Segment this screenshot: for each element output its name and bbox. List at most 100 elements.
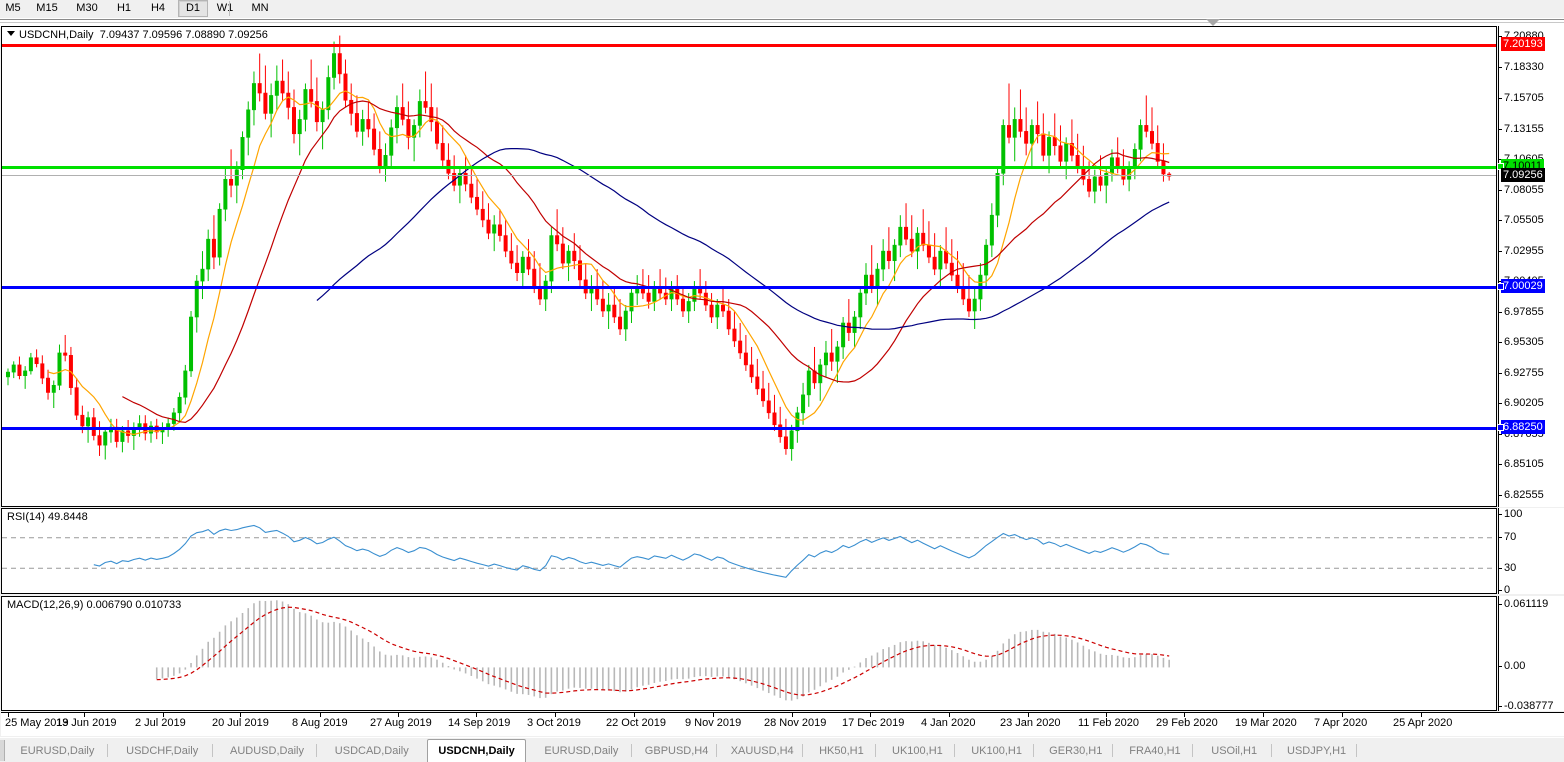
time-tick-label: 9 Nov 2019	[685, 717, 742, 729]
chart-symbol-header: USDCNH,Daily 7.09437 7.09596 7.08890 7.0…	[7, 29, 268, 41]
rsi-tick-label: 70	[1504, 531, 1517, 543]
time-tick-label: 23 Jan 2020	[1000, 717, 1061, 729]
tab-separator	[874, 744, 876, 757]
time-tick-label: 3 Oct 2019	[527, 717, 581, 729]
tab-scroll-handle[interactable]	[0, 740, 5, 761]
tab-separator	[106, 744, 108, 757]
price-level-label-blue[interactable]: 6.88250	[1497, 419, 1545, 434]
price-tick	[1498, 250, 1502, 252]
chart-tab-usdjpy-h1[interactable]: USDJPY,H1	[1287, 745, 1347, 757]
strip-line-top	[0, 19, 1564, 20]
chart-tab-audusd-daily[interactable]: AUDUSD,Daily	[230, 745, 304, 757]
timeframe-button-mn[interactable]: MN	[251, 2, 269, 14]
price-tick-label: 6.90205	[1504, 397, 1544, 410]
macd-tick	[1498, 706, 1502, 707]
macd-indicator-pane[interactable]: MACD(12,26,9) 0.006790 0.010733	[1, 596, 1497, 711]
price-tick-label: 6.95305	[1504, 336, 1544, 349]
support-level-line-blue-upper[interactable]	[2, 285, 1496, 289]
timeframe-button-d1[interactable]: D1	[178, 0, 208, 17]
support-level-line-blue-lower[interactable]	[2, 426, 1496, 430]
macd-tick	[1498, 604, 1502, 605]
price-level-label-red[interactable]: 7.20193	[1501, 37, 1545, 52]
price-tick-label: 6.97855	[1504, 305, 1544, 318]
time-tick	[8, 713, 9, 717]
tab-separator	[630, 744, 632, 757]
chart-tab-uk100-h1[interactable]: UK100,H1	[892, 745, 943, 757]
rsi-tick-label: 100	[1504, 508, 1523, 520]
time-tick-label: 20 Jul 2019	[212, 717, 269, 729]
chart-tab-fra40-h1[interactable]: FRA40,H1	[1129, 745, 1181, 757]
chart-tab-hk50-h1[interactable]: HK50,H1	[819, 745, 864, 757]
chart-tab-eurusd-daily[interactable]: EURUSD,Daily	[20, 745, 95, 757]
tab-separator	[802, 744, 803, 757]
chart-tab-xauusd-h4[interactable]: XAUUSD,H4	[730, 745, 794, 757]
time-tick-label: 4 Jan 2020	[921, 717, 976, 729]
triangle-down-icon[interactable]	[7, 31, 15, 36]
time-tick-label: 7 Apr 2020	[1314, 717, 1368, 729]
time-tick	[1028, 713, 1029, 717]
chart-shift-marker-icon[interactable]	[1206, 19, 1220, 26]
time-axis-scale[interactable]: 25 May 2019 13 Jun 2019 2 Jul 2019 20 Jul 2…	[1, 712, 1564, 736]
price-tick	[1498, 311, 1502, 313]
time-tick-label: 11 Feb 2020	[1078, 717, 1139, 729]
price-level-label-blue[interactable]: 7.00029	[1497, 278, 1545, 293]
chart-tab-uk100-h1[interactable]: UK100,H1	[971, 745, 1022, 757]
timeframe-button-w1[interactable]: W1	[216, 2, 234, 14]
level-handle-icon[interactable]	[1497, 282, 1504, 290]
tab-separator	[1191, 744, 1193, 757]
timeframe-button-h4[interactable]: H4	[150, 2, 166, 14]
level-handle-icon[interactable]	[1497, 163, 1504, 171]
chart-symbol-text: USDCNH,Daily	[19, 29, 94, 41]
price-tick-label: 6.82555	[1504, 489, 1544, 501]
time-tick-label: 2 Jul 2019	[135, 717, 186, 729]
price-tick-label: 7.18330	[1504, 60, 1544, 73]
timeframe-button-m5[interactable]: M5	[5, 2, 21, 14]
chart-tab-usoil-h1[interactable]: USOil,H1	[1211, 745, 1258, 757]
resistance-level-line-green[interactable]	[2, 166, 1496, 170]
chart-scroll-strip[interactable]	[0, 18, 1564, 28]
rsi-tick	[1498, 590, 1502, 591]
time-tick-label: 25 May 2019	[5, 717, 69, 729]
chart-tab-usdchf-daily[interactable]: USDCHF,Daily	[126, 745, 199, 757]
time-tick	[792, 713, 793, 717]
time-tick	[949, 713, 950, 717]
macd-label: MACD(12,26,9) 0.006790 0.010733	[7, 599, 182, 611]
price-chart-pane[interactable]: USDCNH,Daily 7.09437 7.09596 7.08890 7.0…	[1, 26, 1497, 507]
time-tick	[555, 713, 556, 717]
time-tick-label: 14 Sep 2019	[448, 717, 511, 729]
chart-tab-gbpusd-h4[interactable]: GBPUSD,H4	[644, 745, 709, 757]
chart-tab-eurusd-daily[interactable]: EURUSD,Daily	[544, 745, 619, 757]
resistance-level-line-red[interactable]	[2, 44, 1496, 48]
timeframe-button-m15[interactable]: M15	[36, 2, 58, 14]
price-tick	[1498, 495, 1502, 496]
tab-separator	[1033, 744, 1035, 757]
time-tick-label: 17 Dec 2019	[842, 717, 905, 729]
level-handle-icon[interactable]	[1497, 423, 1504, 431]
chart-tab-usdcad-daily[interactable]: USDCAD,Daily	[334, 745, 409, 757]
price-axis-scale[interactable]: 7.208807.183307.157057.131557.106057.080…	[1497, 26, 1564, 507]
time-tick	[870, 713, 871, 717]
price-tick	[1498, 66, 1502, 68]
timeframe-button-m30[interactable]: M30	[76, 2, 98, 14]
timeframe-button-h1[interactable]: H1	[116, 2, 132, 14]
strip-line-bottom	[0, 22, 1564, 23]
rsi-tick	[1498, 514, 1502, 515]
candlestick-series	[6, 35, 1172, 461]
tab-separator	[1270, 744, 1272, 757]
chart-tab-ger30-h1[interactable]: GER30,H1	[1049, 745, 1103, 757]
rsi-indicator-pane[interactable]: RSI(14) 49.8448	[1, 508, 1497, 594]
chart-tab-bar: EURUSD,Daily USDCHF,Daily AUDUSD,Daily USDC…	[0, 737, 1564, 762]
rsi-tick	[1498, 537, 1502, 538]
price-tick-label: 7.02955	[1504, 244, 1544, 257]
rsi-axis-line	[1498, 508, 1499, 594]
timeframe-toolbar: M5 M15 M30 H1 H4 D1 W1 MN	[0, 0, 1564, 19]
price-level-label-black[interactable]: 7.09256	[1501, 168, 1545, 183]
time-tick-label: 25 Apr 2020	[1393, 717, 1453, 729]
price-tick	[1498, 372, 1502, 374]
time-tick	[398, 713, 399, 717]
chart-tab-usdcnh-daily[interactable]: USDCNH,Daily	[427, 739, 526, 762]
time-tick	[163, 713, 164, 717]
macd-axis-scale: 0.061119 0.00 -0.038777	[1498, 596, 1564, 712]
price-tick	[1498, 36, 1502, 37]
